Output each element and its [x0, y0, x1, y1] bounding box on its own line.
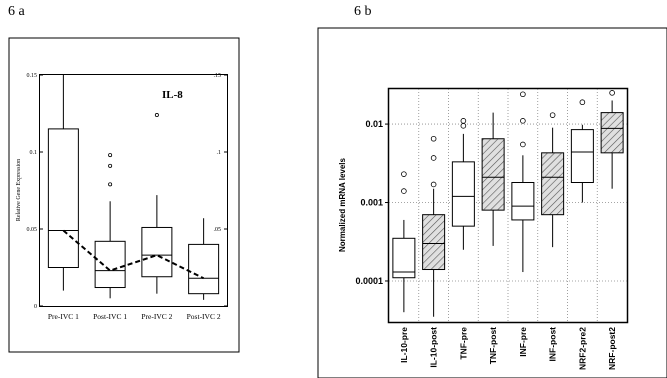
- chart-6b-box: [511, 182, 535, 221]
- chart-6a-outlier: [108, 182, 113, 187]
- chart-6b-box: [451, 161, 475, 227]
- chart-6a-xtick-label: Post-IVC 2: [187, 312, 221, 321]
- chart-6b-box: [481, 138, 505, 211]
- chart-6b-xtick-label: IL-10-post: [429, 327, 439, 368]
- chart-6b-xtick-label: TNF-post: [488, 327, 498, 364]
- chart-6b-outlier: [520, 118, 526, 124]
- chart-6b-box: [600, 112, 624, 154]
- chart-6b-outlier: [401, 188, 407, 194]
- chart-6b-outlier: [401, 171, 407, 177]
- chart-6a-mean-line: [62, 229, 205, 280]
- chart-6b-ylabel: Normalized mRNA levels: [338, 157, 347, 252]
- chart-6a-box: [141, 226, 173, 278]
- chart-6b-box: [541, 152, 565, 216]
- chart-6a-frame: [8, 37, 240, 353]
- chart-6b-xtick-label: INF-pre: [518, 327, 528, 357]
- chart-6b-outlier: [520, 91, 526, 98]
- chart-6b-outlier: [430, 155, 437, 161]
- chart-6b-xtick-label: NRF2-pre2: [577, 327, 587, 370]
- chart-6a-ytick-label-inner: .15: [214, 73, 222, 79]
- chart-6b-xtick-label: IL-10-pre: [399, 327, 409, 363]
- chart-6a-ytick-label: 0.15: [27, 73, 38, 79]
- chart-6b-frame: [317, 27, 667, 378]
- chart-6a-ytick-label: 0: [34, 304, 37, 310]
- chart-6b-outlier: [430, 181, 437, 188]
- panel-label-b: 6 b: [354, 4, 372, 19]
- chart-6b-ytick-label: 0.0001: [355, 276, 383, 286]
- chart-6b-box: [422, 214, 446, 271]
- chart-6b-plot-area: [387, 87, 629, 324]
- chart-6a-plot-area: [39, 74, 228, 307]
- chart-6a-ylabel: Relative Gene Expression: [16, 159, 22, 221]
- chart-6b-outlier: [579, 99, 586, 106]
- chart-6a-outlier: [108, 153, 113, 158]
- chart-6a-outlier: [108, 163, 113, 168]
- chart-6b-ytick-label: 0.01: [365, 119, 383, 129]
- chart-6b-box: [570, 129, 594, 184]
- chart-6b-outlier: [460, 118, 467, 124]
- panel-label-a: 6 a: [8, 4, 25, 19]
- chart-6a-xtick-label: Pre-IVC 2: [141, 312, 172, 321]
- chart-6a-box: [47, 128, 79, 268]
- chart-6b-outlier: [549, 112, 556, 118]
- chart-6b-outlier: [609, 90, 615, 96]
- chart-6b-outlier: [430, 135, 437, 142]
- chart-6b-ytick-label: 0.001: [360, 198, 383, 208]
- chart-6a-ytick-label-inner: .1: [217, 150, 222, 156]
- chart-6a-xtick-label: Post-IVC 1: [93, 312, 127, 321]
- chart-6a-title: IL-8: [162, 89, 183, 101]
- chart-6a-box: [94, 240, 126, 289]
- chart-6b-xtick-label: INF-post: [548, 327, 558, 362]
- chart-6a-ytick-label: 0.1: [30, 150, 38, 156]
- chart-6b-xtick-label: NRF-post2: [607, 327, 617, 370]
- chart-6b-outlier: [520, 141, 526, 148]
- chart-6a-outlier: [154, 113, 159, 118]
- chart-6b-xtick-label: TNF-pre: [458, 327, 468, 360]
- chart-6a-box: [188, 243, 220, 295]
- chart-6b-box: [392, 237, 416, 279]
- chart-6b-outlier: [460, 123, 467, 129]
- chart-6a-xtick-label: Pre-IVC 1: [48, 312, 79, 321]
- chart-6a-ytick-label: 0.05: [27, 227, 38, 233]
- chart-6a-ytick-label-inner: .05: [214, 227, 222, 233]
